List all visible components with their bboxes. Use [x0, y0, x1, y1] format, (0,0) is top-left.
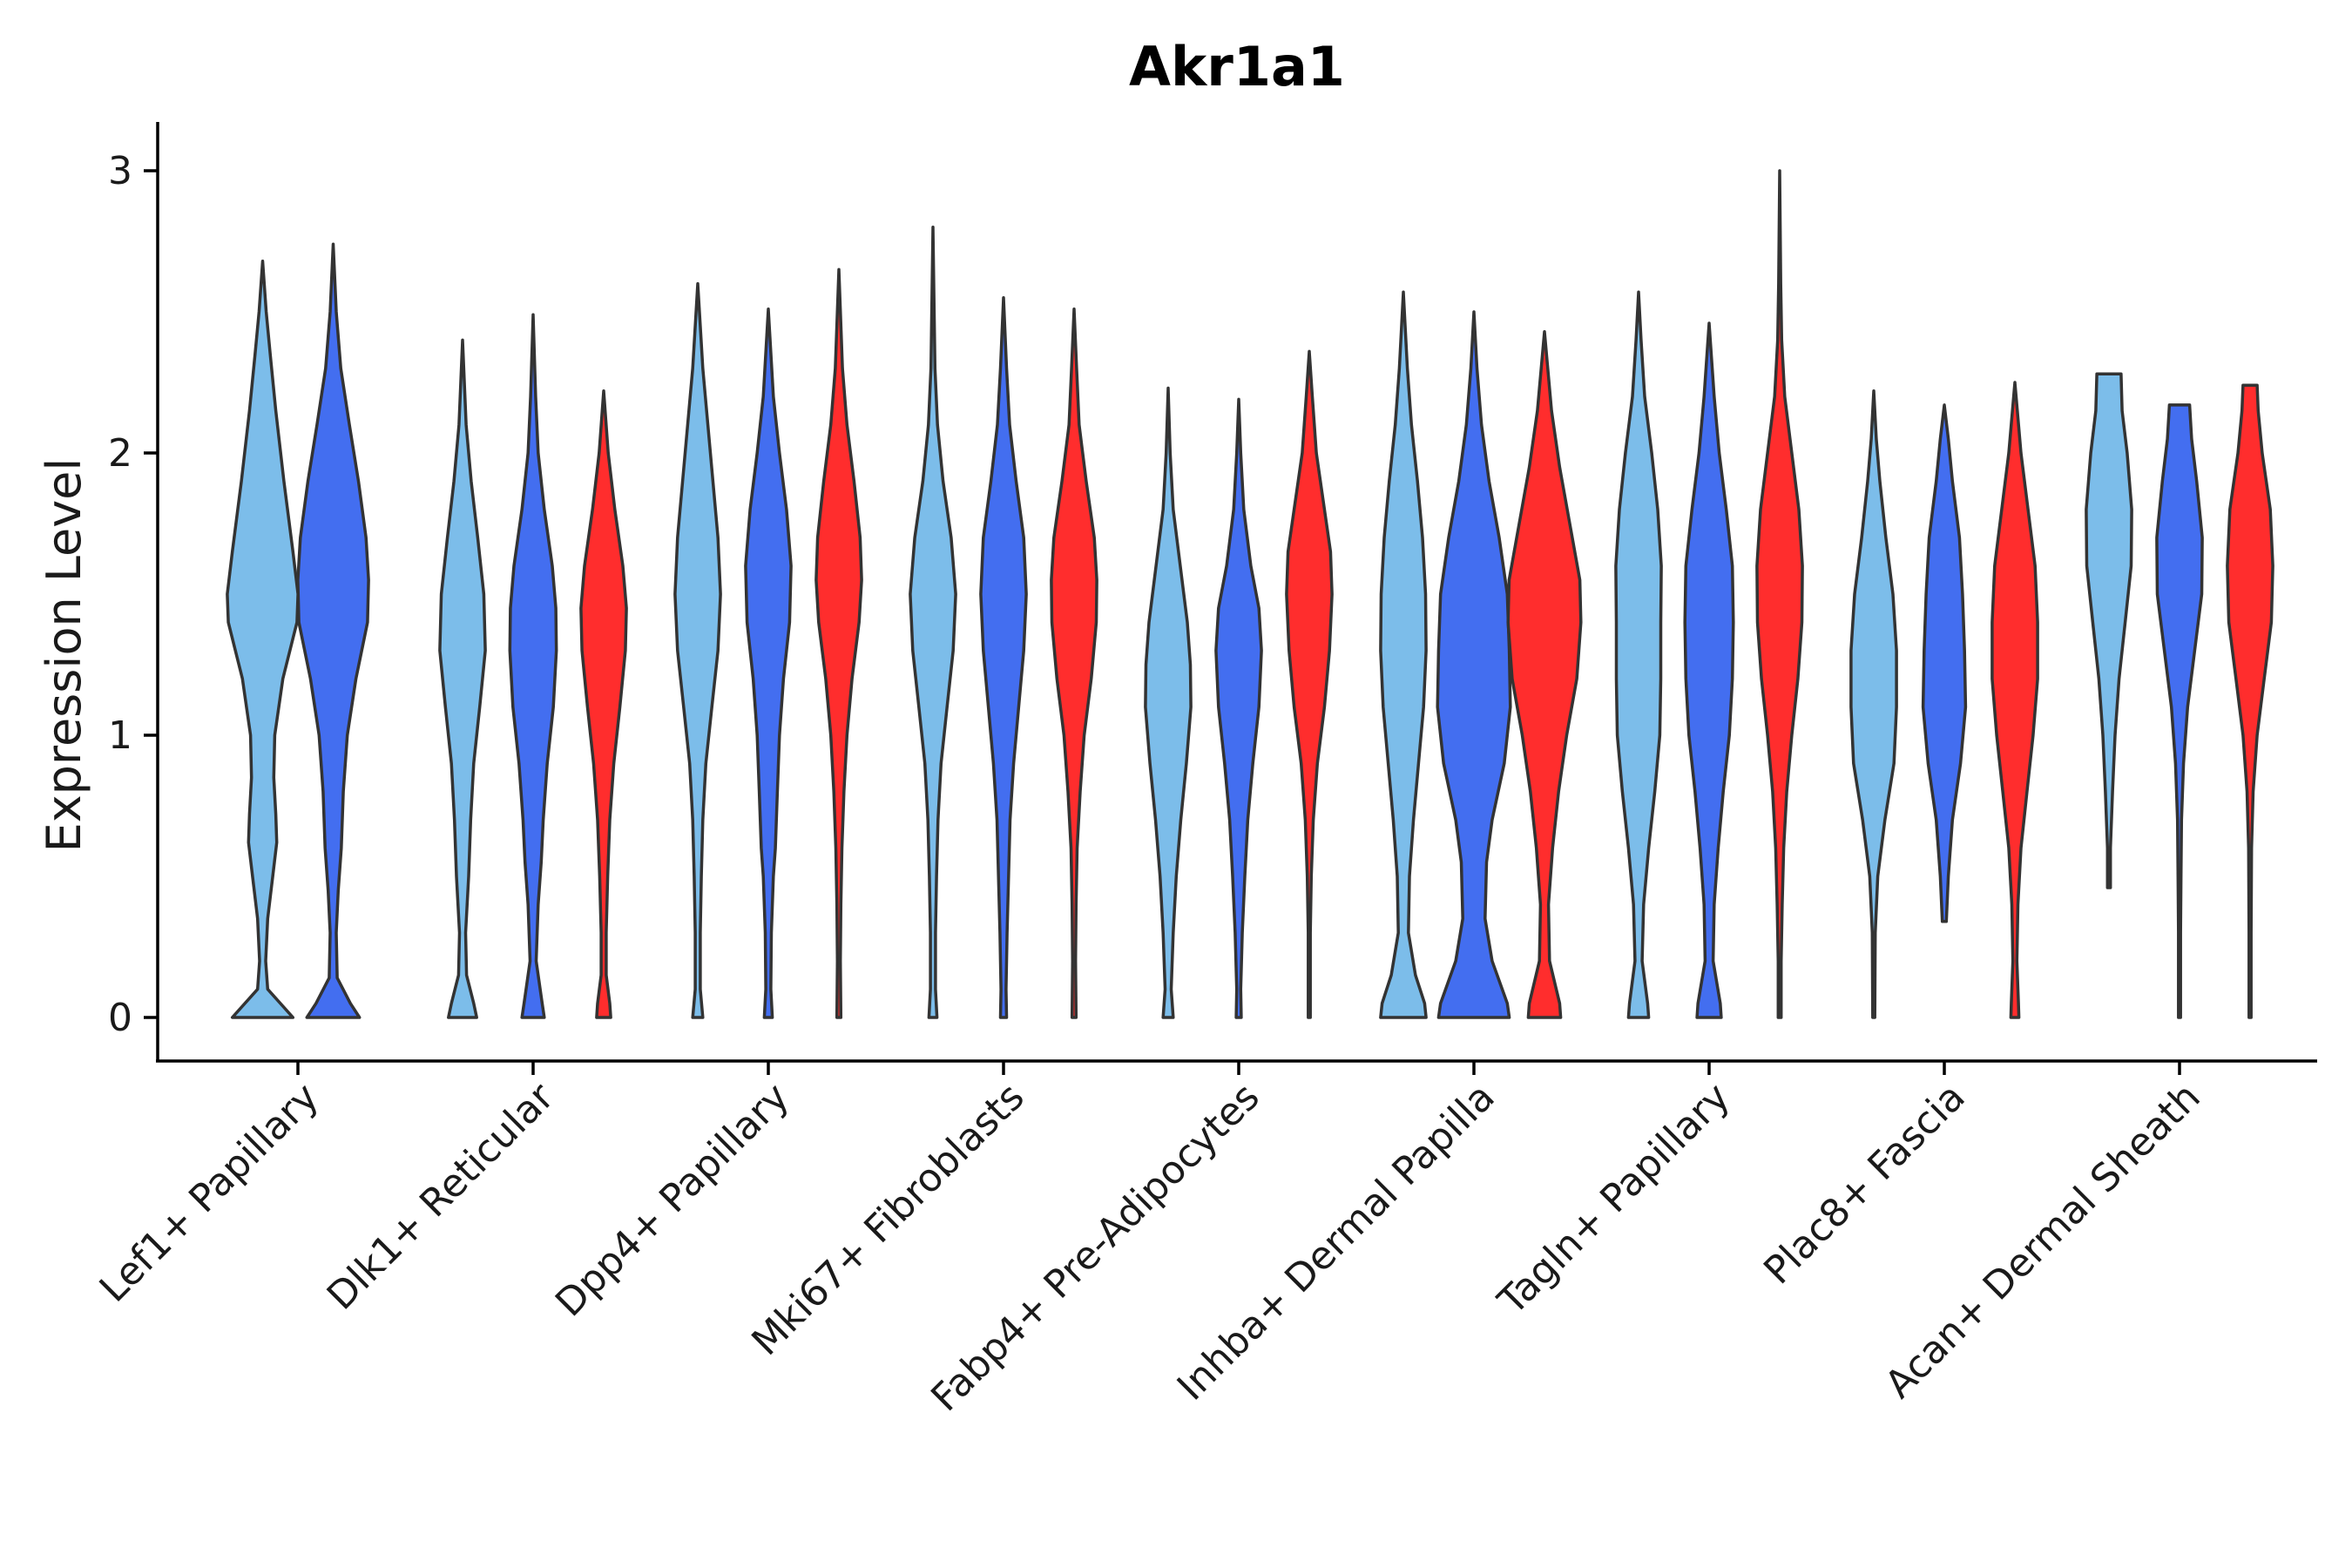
violin-5-1 [1144, 386, 1193, 1019]
y-axis-label: Expression Level [37, 458, 91, 853]
violin-4-3 [1050, 308, 1098, 1019]
violin-4-1 [909, 226, 957, 1019]
violin-7-1 [1614, 290, 1663, 1019]
violin-7-2 [1683, 321, 1735, 1019]
violin-1-2 [296, 242, 370, 1019]
violin-7-3 [1755, 169, 1804, 1019]
y-tick-label-1: 1 [108, 713, 132, 758]
y-tick-label-2: 2 [108, 431, 132, 476]
violin-6-2 [1436, 310, 1512, 1019]
violins-layer [226, 169, 2274, 1019]
violin-6-1 [1379, 290, 1428, 1019]
y-tick-label-3: 3 [108, 149, 132, 193]
violin-1-1 [226, 259, 300, 1019]
violin-2-2 [508, 313, 558, 1019]
violin-3-2 [744, 308, 793, 1019]
chart-title: Akr1a1 [1129, 35, 1345, 98]
x-tick-label-7: Tagln+ Papillary [1490, 1075, 1739, 1324]
violin-3-1 [673, 281, 722, 1019]
x-tick-label-2: Dlk1+ Reticular [319, 1074, 564, 1319]
x-tick-label-1: Lef1+ Papillary [91, 1075, 328, 1311]
violin-3-3 [814, 267, 863, 1019]
violin-9-2 [2155, 403, 2204, 1019]
violin-8-2 [1921, 403, 1968, 923]
violin-5-3 [1285, 349, 1334, 1019]
violin-2-1 [438, 338, 487, 1019]
x-tick-label-3: Dpp4+ Papillary [547, 1075, 798, 1326]
violin-6-3 [1506, 329, 1583, 1019]
y-ticks: 0 1 2 3 [108, 149, 158, 1040]
violin-2-3 [579, 389, 628, 1019]
y-tick-label-0: 0 [108, 996, 132, 1040]
violin-8-3 [1990, 381, 2039, 1019]
axes-layer [156, 122, 2317, 1063]
x-tick-label-8: Plac8+ Fascia [1755, 1075, 1974, 1294]
violin-8-1 [1849, 389, 1898, 1019]
violin-9-3 [2226, 383, 2274, 1019]
violin-9-1 [2085, 372, 2133, 889]
violin-4-2 [979, 296, 1028, 1019]
violin-5-2 [1214, 397, 1263, 1019]
